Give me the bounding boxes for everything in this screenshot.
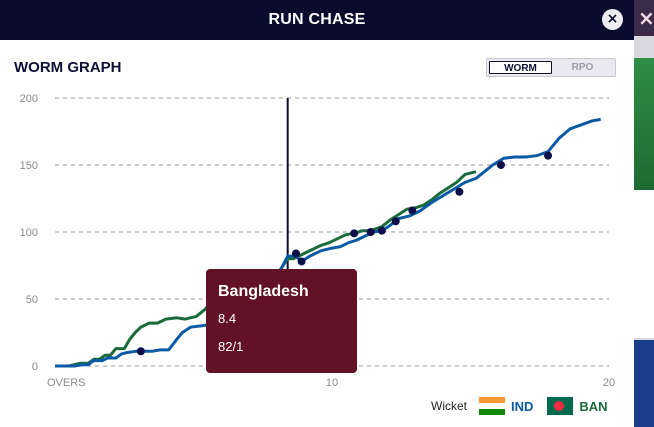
chart-legend: Wicket IND BAN [431, 395, 608, 417]
x-tick-label: 20 [603, 377, 615, 389]
close-icon[interactable]: × [602, 9, 623, 30]
background-header: × [634, 0, 654, 36]
legend-team-ind: IND [511, 398, 534, 414]
modal-title: RUN CHASE [268, 11, 366, 28]
worm-graph[interactable]: 0 50 100 150 200 OVERS 10 20 [0, 80, 634, 390]
y-tick-label: 50 [26, 294, 38, 306]
legend-wicket-label: Wicket [431, 399, 467, 413]
wicket-marker [350, 229, 359, 238]
y-tick-label: 200 [20, 93, 38, 105]
run-chase-modal: RUN CHASE × WORM GRAPH WORM RPO 0 50 100 15… [0, 0, 634, 417]
y-tick-label: 100 [20, 227, 38, 239]
chart-tooltip: Bangladesh 8.4 82/1 [206, 269, 357, 373]
wicket-marker [291, 249, 300, 258]
wicket-marker [391, 217, 400, 226]
wicket-marker [377, 226, 386, 235]
series-line-ban [55, 117, 601, 368]
background-page: × ge [634, 0, 654, 427]
background-banner [634, 340, 654, 427]
tooltip-team: Bangladesh [218, 283, 309, 300]
legend-team-ban: BAN [579, 398, 608, 414]
bangladesh-flag-icon [547, 397, 574, 415]
wicket-marker [496, 161, 505, 169]
y-tick-label: 0 [32, 361, 38, 373]
x-tick-label: 10 [326, 377, 338, 389]
chart-toggle: WORM RPO [486, 58, 616, 77]
worm-toggle-button[interactable]: WORM [489, 61, 552, 74]
modal-header: RUN CHASE × [0, 0, 634, 40]
wicket-marker [544, 151, 553, 160]
background-image [634, 58, 654, 190]
india-flag-icon [479, 397, 505, 415]
x-axis-label: OVERS [47, 377, 86, 389]
y-tick-label: 150 [20, 160, 38, 172]
wicket-marker [408, 206, 417, 215]
background-card: ge [634, 190, 654, 427]
wicket-marker [455, 187, 464, 196]
wicket-marker [366, 228, 375, 236]
background-close-icon[interactable]: × [638, 6, 654, 30]
chart-title: WORM GRAPH [14, 59, 122, 76]
tooltip-over: 8.4 [218, 311, 237, 326]
tooltip-score: 82/1 [218, 339, 244, 354]
wicket-marker [297, 257, 306, 266]
wicket-marker [136, 347, 145, 356]
rpo-toggle-button[interactable]: RPO [571, 62, 594, 73]
